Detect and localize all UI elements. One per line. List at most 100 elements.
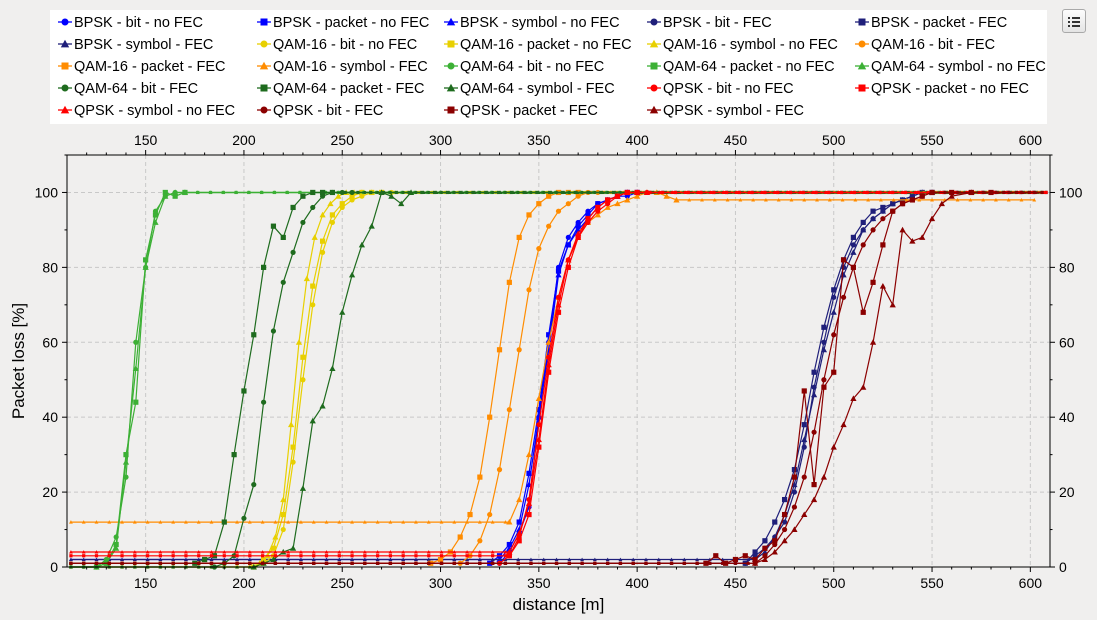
series-pad-marker [195,190,200,194]
data-point [820,346,828,353]
legend-marker [260,106,268,114]
series-pad-marker [273,561,278,565]
series-pad-marker [350,561,354,565]
data-point [909,238,916,244]
series-pad-marker [503,550,508,554]
legend-label: BPSK - packet - FEC [871,15,1007,31]
series-pad-marker [670,190,675,194]
data-point [870,227,876,233]
data-point [594,204,601,210]
series-10 [69,189,1040,566]
data-point [378,189,385,195]
series-pad-marker [490,520,495,524]
series-pad-marker [891,198,896,202]
data-point [152,212,159,218]
data-point [791,526,798,533]
legend-item: QAM-16 - packet - no FEC [444,37,632,53]
series-pad-marker [94,550,99,554]
series-pad-marker [477,550,482,554]
data-point [840,421,847,428]
data-point [319,249,326,255]
data-point [830,309,837,315]
series-pad-marker [145,550,150,554]
series-pad-marker [132,561,137,565]
data-point [437,556,444,563]
series-pad-marker [247,557,252,562]
series-pad-marker [968,198,973,202]
data-point [762,538,768,544]
series-pad-marker [904,198,909,202]
series-pad-marker [644,557,648,562]
series-pad-marker [235,520,239,524]
data-point [289,545,297,551]
data-point [516,530,523,536]
series-pad-marker [955,198,960,202]
data-point [329,189,336,196]
data-point [889,301,896,308]
legend-item: QAM-16 - bit - FEC [855,37,995,53]
series-pad-marker [811,190,816,194]
data-point [840,294,847,300]
data-point [251,332,257,338]
data-point [880,216,886,222]
legend-label: BPSK - packet - no FEC [273,15,429,31]
data-point [339,309,346,315]
series-pad-marker [554,557,559,562]
chart-menu-button[interactable] [1062,9,1086,33]
series-pad-marker [682,557,687,562]
data-point [938,200,945,207]
series-6 [69,189,1045,570]
data-point [811,482,817,488]
legend-label: QPSK - packet - FEC [460,103,598,119]
legend-item: QPSK - symbol - FEC [647,103,804,119]
data-point [860,226,867,233]
data-point [575,223,581,229]
series-pad-marker [751,198,756,202]
series-pad-marker [682,561,687,565]
data-point [535,395,542,401]
data-point [272,533,279,540]
series-pad-marker [375,561,380,565]
series-pad-marker [209,557,214,562]
series-pad-marker [311,557,316,562]
data-point [506,553,512,559]
series-pad-marker [600,190,605,194]
data-point [880,242,886,248]
series-pad-marker [299,561,303,565]
series-pad-marker [849,190,854,194]
series-line-17 [70,191,1038,568]
data-point [546,193,552,199]
series-pad-marker [879,198,883,202]
series-pad-marker [120,550,124,554]
data-point [457,534,463,540]
data-point [643,189,651,195]
series-pad-marker [375,557,380,562]
series-pad-marker [887,190,892,194]
series-pad-marker [683,190,688,194]
data-point [477,538,483,544]
legend-item: QAM-64 - bit - FEC [58,81,198,97]
series-pad-marker [853,198,858,202]
series-pad-marker [260,561,265,565]
series-pad-marker [350,554,354,558]
series-pad-marker [324,550,329,554]
data-point [398,200,405,207]
data-point [899,226,906,233]
series-5 [69,189,1037,563]
data-point [909,197,915,203]
series-pad-marker [930,198,934,202]
legend-item: BPSK - symbol - no FEC [444,15,620,31]
x-tick-label-bottom: 150 [134,575,158,591]
data-point [634,189,641,195]
series-pad-marker [738,198,743,202]
series-pad-marker [656,561,661,565]
data-point [546,223,552,229]
series-pad-marker [772,190,777,194]
series-pad-marker [452,520,457,524]
series-line-20 [70,191,1044,553]
series-pad-marker [337,550,342,554]
series-4 [69,189,1036,566]
series-20 [69,189,1046,555]
series-pad-marker [785,190,790,194]
